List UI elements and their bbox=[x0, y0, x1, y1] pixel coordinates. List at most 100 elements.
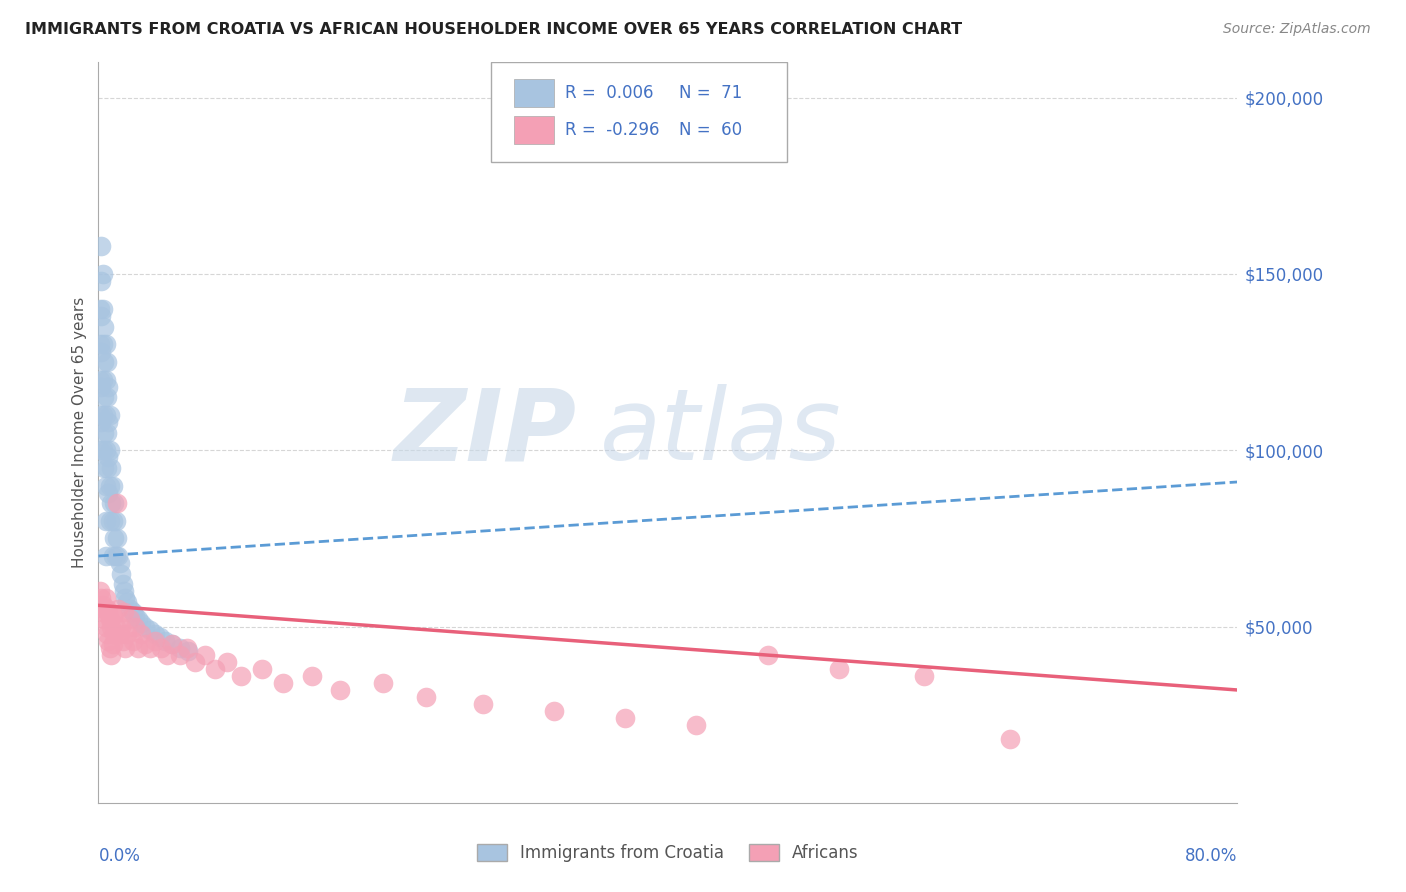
Point bbox=[98, 443, 121, 458]
Point bbox=[90, 380, 112, 394]
Point bbox=[97, 633, 120, 648]
Point bbox=[127, 640, 149, 655]
Point bbox=[145, 633, 167, 648]
Point bbox=[118, 612, 141, 626]
Text: ZIP: ZIP bbox=[394, 384, 576, 481]
Point bbox=[685, 718, 707, 732]
Point bbox=[112, 606, 135, 620]
Point bbox=[94, 337, 117, 351]
Point bbox=[101, 609, 124, 624]
Point bbox=[100, 648, 122, 662]
Point bbox=[138, 640, 160, 655]
Point bbox=[101, 478, 124, 492]
Point bbox=[91, 373, 114, 387]
Point bbox=[91, 337, 114, 351]
Point bbox=[273, 676, 295, 690]
Point bbox=[91, 267, 114, 281]
Point bbox=[471, 697, 494, 711]
Point bbox=[107, 549, 129, 563]
Point bbox=[93, 390, 115, 404]
Point bbox=[94, 619, 117, 633]
Point bbox=[115, 626, 138, 640]
Point bbox=[90, 344, 112, 359]
Text: Source: ZipAtlas.com: Source: ZipAtlas.com bbox=[1223, 22, 1371, 37]
Point bbox=[97, 380, 120, 394]
Point bbox=[107, 602, 129, 616]
Text: N =  71: N = 71 bbox=[679, 84, 742, 102]
Point bbox=[97, 606, 120, 620]
Text: R =  -0.296: R = -0.296 bbox=[565, 120, 659, 139]
Legend: Immigrants from Croatia, Africans: Immigrants from Croatia, Africans bbox=[470, 837, 866, 869]
Point bbox=[89, 408, 111, 422]
Point bbox=[110, 566, 132, 581]
Point bbox=[90, 274, 112, 288]
Point bbox=[112, 584, 135, 599]
Text: R =  0.006: R = 0.006 bbox=[565, 84, 654, 102]
Point bbox=[94, 373, 117, 387]
Point bbox=[134, 637, 156, 651]
Point bbox=[91, 443, 114, 458]
Point bbox=[250, 662, 273, 676]
Point bbox=[90, 591, 112, 606]
Point bbox=[89, 443, 111, 458]
Point bbox=[89, 337, 111, 351]
Point bbox=[150, 640, 173, 655]
Point bbox=[108, 626, 131, 640]
Point bbox=[124, 619, 146, 633]
Point bbox=[97, 485, 120, 500]
Point bbox=[127, 612, 149, 626]
Point bbox=[93, 425, 115, 440]
Point bbox=[98, 408, 121, 422]
Point bbox=[97, 450, 120, 465]
Text: 0.0%: 0.0% bbox=[98, 847, 141, 865]
Point bbox=[100, 496, 122, 510]
Point bbox=[91, 599, 114, 613]
Point bbox=[94, 549, 117, 563]
Point bbox=[169, 648, 191, 662]
Point bbox=[96, 626, 118, 640]
Point bbox=[138, 623, 160, 637]
Point bbox=[912, 669, 935, 683]
Point bbox=[114, 591, 136, 606]
Point bbox=[103, 532, 125, 546]
FancyBboxPatch shape bbox=[515, 78, 554, 107]
Point bbox=[149, 630, 172, 644]
Point bbox=[415, 690, 437, 704]
Point bbox=[105, 532, 128, 546]
Point bbox=[98, 514, 121, 528]
FancyBboxPatch shape bbox=[491, 62, 787, 162]
Point bbox=[100, 619, 122, 633]
Point bbox=[90, 415, 112, 429]
Point bbox=[94, 591, 117, 606]
Point bbox=[229, 669, 252, 683]
Point bbox=[96, 602, 118, 616]
Point bbox=[121, 633, 143, 648]
Point bbox=[98, 478, 121, 492]
Point bbox=[96, 461, 118, 475]
Text: N =  60: N = 60 bbox=[679, 120, 742, 139]
Point bbox=[97, 415, 120, 429]
Point bbox=[104, 619, 127, 633]
Point bbox=[93, 355, 115, 369]
Point bbox=[93, 612, 115, 626]
Point bbox=[373, 676, 395, 690]
Point bbox=[90, 310, 112, 324]
Point bbox=[98, 640, 121, 655]
Point bbox=[91, 302, 114, 317]
Point bbox=[93, 461, 115, 475]
Point bbox=[114, 640, 136, 655]
Point bbox=[204, 662, 226, 676]
Point bbox=[118, 602, 141, 616]
Point bbox=[103, 626, 125, 640]
Point bbox=[155, 633, 177, 648]
Point bbox=[111, 577, 134, 591]
Point bbox=[93, 319, 115, 334]
Point bbox=[169, 640, 191, 655]
Point bbox=[90, 239, 112, 253]
Point bbox=[94, 514, 117, 528]
Point bbox=[98, 612, 121, 626]
Point bbox=[134, 619, 156, 633]
Point bbox=[329, 683, 352, 698]
Point bbox=[101, 514, 124, 528]
FancyBboxPatch shape bbox=[515, 116, 554, 144]
